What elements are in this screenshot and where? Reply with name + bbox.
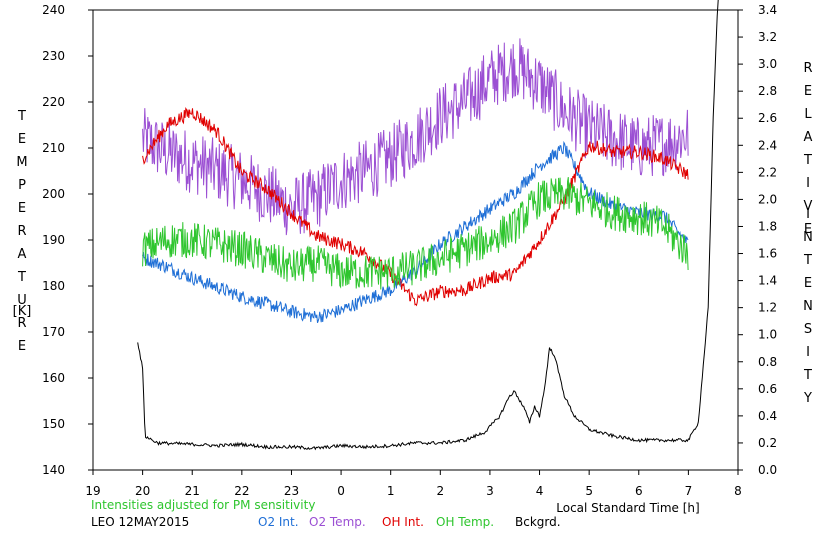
right-axis-letter: S bbox=[804, 322, 812, 337]
right-tick-label: 1.8 bbox=[758, 219, 777, 233]
right-axis-letter: E bbox=[804, 276, 812, 291]
right-axis-letter: I bbox=[806, 176, 810, 191]
right-tick-label: 3.4 bbox=[758, 3, 777, 17]
left-tick-label: 220 bbox=[42, 95, 65, 109]
plot-frame bbox=[92, 9, 739, 471]
x-tick-label: 23 bbox=[284, 484, 299, 498]
right-axis-letter: L bbox=[804, 107, 812, 122]
left-axis-letter: A bbox=[18, 247, 27, 262]
legend-oh-int: OH Int. bbox=[382, 515, 424, 529]
right-axis-letter: Y bbox=[803, 391, 812, 406]
series-bckgrd-line bbox=[137, 0, 719, 451]
x-tick-label: 19 bbox=[85, 484, 100, 498]
right-tick-label: 2.4 bbox=[758, 138, 777, 152]
left-axis-letter: U bbox=[17, 293, 27, 308]
sensitivity-annotation: Intensities adjusted for PM sensitivity bbox=[91, 498, 315, 512]
right-axis-ticks: 0.0 0.2 0.4 0.6 0.8 1.0 1.2 1.4 1.6 1.8 2.0 2.2 2.4 2… bbox=[738, 3, 777, 477]
left-tick-label: 190 bbox=[42, 233, 65, 247]
right-axis-letter: I bbox=[806, 207, 810, 222]
x-axis-label: Local Standard Time [h] bbox=[556, 501, 699, 515]
x-tick-label: 7 bbox=[685, 484, 693, 498]
right-axis-letter: E bbox=[804, 222, 812, 237]
legend: O2 Int. O2 Temp. OH Int. OH Temp. Bckgrd… bbox=[258, 515, 561, 529]
legend-bckgrd: Bckgrd. bbox=[515, 515, 561, 529]
x-tick-label: 2 bbox=[436, 484, 444, 498]
x-tick-label: 6 bbox=[635, 484, 643, 498]
right-tick-label: 1.0 bbox=[758, 328, 777, 342]
x-tick-label: 3 bbox=[486, 484, 494, 498]
left-axis-letter: E bbox=[18, 339, 26, 354]
left-axis-letter: E bbox=[18, 132, 26, 147]
series-oh-int-line bbox=[142, 106, 689, 307]
legend-o2-temp: O2 Temp. bbox=[309, 515, 366, 529]
left-tick-label: 150 bbox=[42, 417, 65, 431]
right-tick-label: 0.2 bbox=[758, 436, 777, 450]
right-tick-label: 2.8 bbox=[758, 84, 777, 98]
right-tick-label: 2.2 bbox=[758, 165, 777, 179]
right-tick-label: 1.2 bbox=[758, 301, 777, 315]
series-oh-temp-line bbox=[142, 177, 689, 290]
right-tick-label: 3.0 bbox=[758, 57, 777, 71]
right-axis-letter: T bbox=[803, 368, 812, 383]
right-tick-label: 1.4 bbox=[758, 274, 777, 288]
left-axis-letter: R bbox=[17, 316, 26, 331]
left-tick-label: 180 bbox=[42, 279, 65, 293]
left-axis-unit: [K] bbox=[13, 304, 32, 319]
left-axis-letter: E bbox=[18, 201, 26, 216]
right-axis-letter: T bbox=[803, 153, 812, 168]
station-date: LEO 12MAY2015 bbox=[91, 515, 189, 529]
x-tick-label: 22 bbox=[234, 484, 249, 498]
right-axis-letter: A bbox=[804, 130, 813, 145]
right-tick-label: 2.0 bbox=[758, 192, 777, 206]
x-tick-label: 20 bbox=[135, 484, 150, 498]
right-tick-label: 3.2 bbox=[758, 30, 777, 44]
left-tick-label: 140 bbox=[42, 463, 65, 477]
left-tick-label: 230 bbox=[42, 49, 65, 63]
right-tick-label: 0.0 bbox=[758, 463, 777, 477]
left-tick-label: 160 bbox=[42, 371, 65, 385]
legend-oh-temp: OH Temp. bbox=[436, 515, 494, 529]
x-tick-label: 8 bbox=[734, 484, 742, 498]
right-tick-label: 1.6 bbox=[758, 247, 777, 261]
right-axis-letter: I bbox=[806, 345, 810, 360]
left-axis-letter: M bbox=[16, 155, 27, 170]
left-tick-label: 240 bbox=[42, 3, 65, 17]
x-tick-label: 21 bbox=[185, 484, 200, 498]
right-axis-letter: N bbox=[803, 230, 813, 245]
right-tick-label: 0.6 bbox=[758, 382, 777, 396]
left-axis-letter: T bbox=[17, 109, 26, 124]
right-axis-letter: T bbox=[803, 253, 812, 268]
x-tick-label: 4 bbox=[536, 484, 544, 498]
left-axis-letter: T bbox=[17, 270, 26, 285]
series-o2-temp-line bbox=[142, 38, 689, 236]
right-tick-label: 0.4 bbox=[758, 409, 777, 423]
series-layer bbox=[137, 0, 719, 451]
right-axis-letter: N bbox=[803, 299, 813, 314]
right-axis-letter: V bbox=[804, 199, 813, 214]
left-tick-label: 200 bbox=[42, 187, 65, 201]
left-axis-letter: R bbox=[17, 224, 26, 239]
left-tick-label: 210 bbox=[42, 141, 65, 155]
right-tick-label: 0.8 bbox=[758, 355, 777, 369]
right-axis-letter: E bbox=[804, 84, 812, 99]
x-tick-label: 1 bbox=[387, 484, 395, 498]
x-tick-label: 5 bbox=[585, 484, 593, 498]
left-tick-label: 170 bbox=[42, 325, 65, 339]
right-axis-letter: R bbox=[803, 61, 812, 76]
x-axis-ticks: 19 20 21 22 23 0 1 2 3 4 5 6 7 8 bbox=[85, 470, 742, 498]
x-tick-label: 0 bbox=[337, 484, 345, 498]
left-axis-letter: P bbox=[18, 178, 26, 193]
legend-o2-int: O2 Int. bbox=[258, 515, 299, 529]
left-axis-ticks: 140 150 160 170 180 190 200 210 220 230 240 bbox=[42, 3, 93, 477]
right-tick-label: 2.6 bbox=[758, 111, 777, 125]
